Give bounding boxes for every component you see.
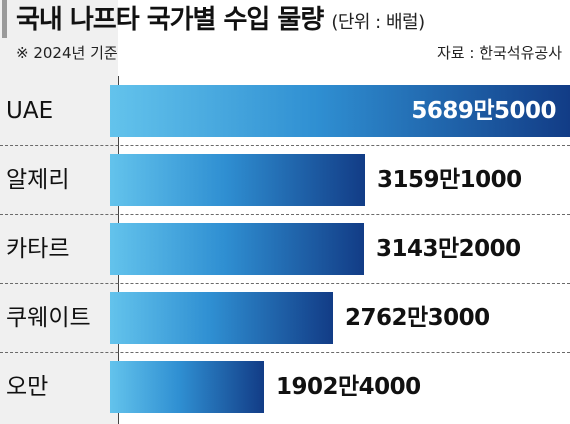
- bar: [110, 153, 365, 206]
- row-separator: [0, 214, 570, 215]
- row-separator: [0, 145, 570, 146]
- category-label: 카타르: [6, 235, 70, 262]
- category-label: 쿠웨이트: [6, 304, 91, 331]
- category-label: UAE: [6, 97, 54, 124]
- bar: [110, 222, 364, 275]
- bar: [110, 291, 333, 344]
- category-panel: [0, 0, 118, 424]
- title-accent-bar: [2, 0, 7, 38]
- unit-label: (단위 : 배럴): [331, 12, 425, 33]
- source-note: 자료 : 한국석유공사: [437, 44, 562, 62]
- value-label: 5689만5000: [411, 97, 556, 124]
- value-label: 1902만4000: [276, 373, 421, 400]
- value-label: 2762만3000: [345, 304, 490, 331]
- row-separator: [0, 283, 570, 284]
- bar: [110, 84, 570, 137]
- bar: [110, 360, 264, 413]
- basis-note: ※ 2024년 기준: [16, 44, 118, 62]
- value-label: 3159만1000: [377, 166, 522, 193]
- row-separator: [0, 352, 570, 353]
- value-label: 3143만2000: [376, 235, 521, 262]
- category-label: 알제리: [6, 166, 70, 193]
- chart-title: 국내 나프타 국가별 수입 물량 (단위 : 배럴): [16, 0, 425, 40]
- chart-title-text: 국내 나프타 국가별 수입 물량: [16, 5, 324, 35]
- category-label: 오만: [6, 373, 49, 400]
